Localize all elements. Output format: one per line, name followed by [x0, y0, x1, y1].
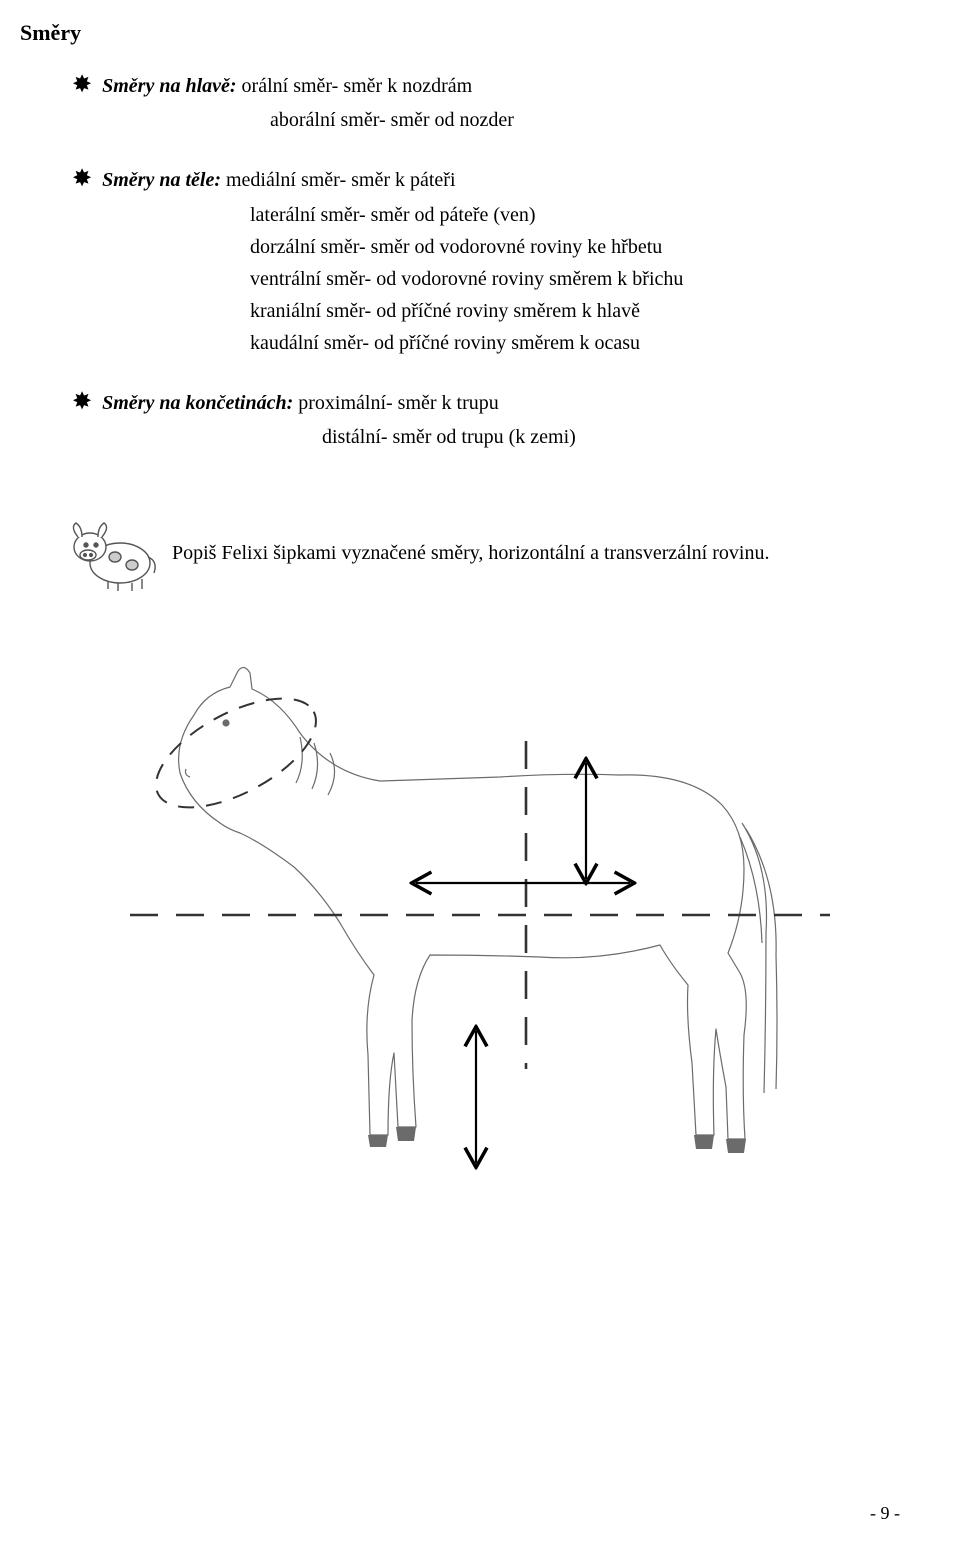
bullet-icon: ✸ [72, 383, 92, 421]
task-text: Popiš Felixi šipkami vyznačené směry, ho… [172, 542, 769, 565]
hlava-lead: Směry na hlavě: [102, 75, 236, 97]
telo-line-2: dorzální směr- směr od vodorovné roviny … [250, 231, 900, 263]
hlava-line-1: aborální směr- směr od nozder [270, 104, 900, 136]
section-koncetiny: ✸ Směry na končetinách: proximální- směr… [100, 383, 900, 453]
telo-line-0: mediální směr- směr k páteři [226, 169, 456, 191]
bullet-icon: ✸ [72, 160, 92, 198]
koncetiny-lead: Směry na končetinách: [102, 392, 293, 414]
head-ellipse [140, 677, 333, 830]
cow-icon [60, 513, 160, 593]
bullet-icon: ✸ [72, 66, 92, 104]
koncetiny-line-1: distální- směr od trupu (k zemi) [322, 421, 900, 453]
page-title: Směry [20, 20, 900, 46]
section-telo: ✸ Směry na těle: mediální směr- směr k p… [100, 160, 900, 358]
telo-lead: Směry na těle: [102, 169, 221, 191]
section-hlava: ✸ Směry na hlavě: orální směr- směr k no… [100, 66, 900, 136]
telo-line-1: laterální směr- směr od páteře (ven) [250, 199, 900, 231]
telo-line-3: ventrální směr- od vodorovné roviny směr… [250, 263, 900, 295]
telo-line-4: kraniální směr- od příčné roviny směrem … [250, 295, 900, 327]
page-number: - 9 - [870, 1503, 900, 1524]
task-row: Popiš Felixi šipkami vyznačené směry, ho… [60, 513, 900, 593]
koncetiny-line-0: proximální- směr k trupu [298, 392, 499, 414]
telo-line-5: kaudální směr- od příčné roviny směrem k… [250, 327, 900, 359]
hlava-line-0: orální směr- směr k nozdrám [242, 75, 473, 97]
horse-diagram [130, 623, 830, 1183]
